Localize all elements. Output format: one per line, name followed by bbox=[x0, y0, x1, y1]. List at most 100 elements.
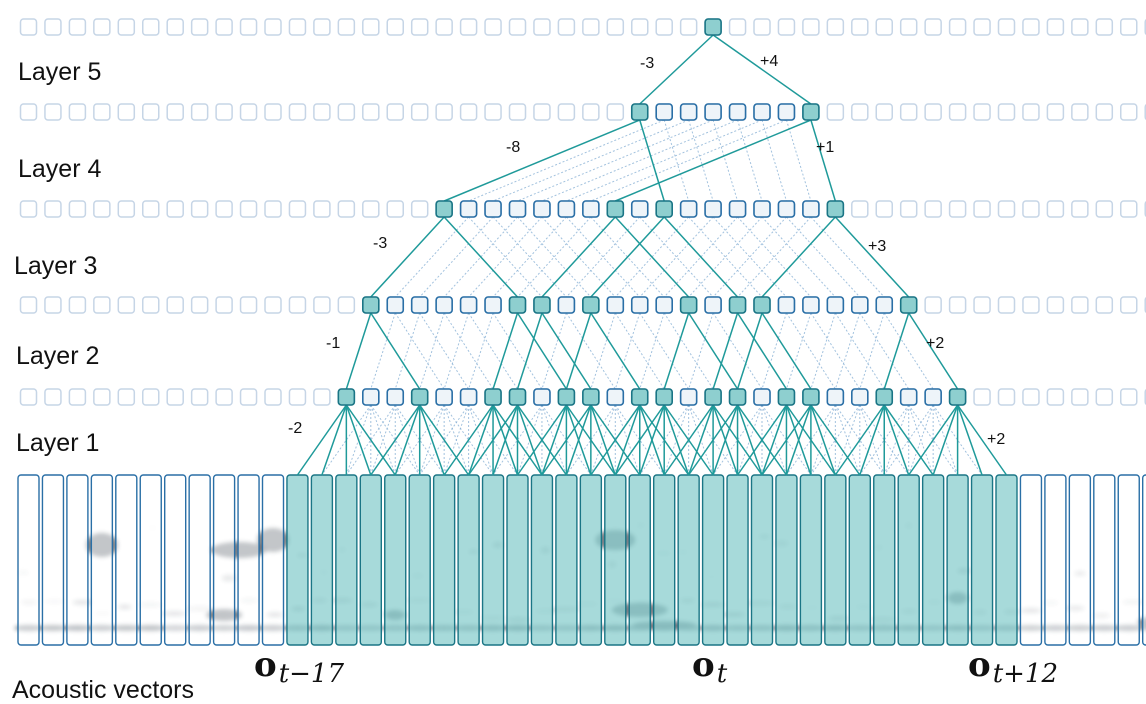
faint-node bbox=[827, 104, 843, 120]
active-edge bbox=[346, 313, 370, 389]
faint-node bbox=[143, 389, 159, 405]
inactive-node bbox=[681, 201, 697, 217]
active-node bbox=[412, 389, 428, 405]
inactive-node bbox=[558, 201, 574, 217]
active-edge bbox=[762, 405, 786, 475]
faint-node bbox=[974, 201, 990, 217]
faint-node bbox=[192, 389, 208, 405]
faint-node bbox=[94, 201, 110, 217]
acoustic-frame bbox=[849, 475, 870, 645]
active-edge bbox=[860, 405, 884, 475]
active-node bbox=[778, 389, 794, 405]
faint-node bbox=[21, 104, 37, 120]
inactive-node bbox=[852, 297, 868, 313]
acoustic-frame bbox=[629, 475, 650, 645]
faint-node bbox=[876, 19, 892, 35]
inactive-node bbox=[461, 201, 477, 217]
acoustic-frame bbox=[727, 475, 748, 645]
unused-edge bbox=[786, 313, 835, 389]
unused-edge bbox=[566, 313, 615, 389]
unused-edge bbox=[786, 120, 810, 201]
faint-node bbox=[143, 297, 159, 313]
faint-node bbox=[681, 19, 697, 35]
faint-node bbox=[118, 297, 134, 313]
acoustic-frame bbox=[165, 475, 186, 645]
active-edge bbox=[738, 313, 787, 389]
acoustic-frame bbox=[898, 475, 919, 645]
acoustic-frames bbox=[18, 475, 1146, 645]
inactive-node bbox=[803, 201, 819, 217]
acoustic-frame bbox=[1020, 475, 1041, 645]
active-edge bbox=[811, 405, 835, 475]
unused-edge bbox=[811, 217, 884, 297]
faint-node bbox=[265, 104, 281, 120]
unused-edge bbox=[615, 313, 639, 389]
faint-node bbox=[265, 201, 281, 217]
active-edge bbox=[664, 313, 688, 389]
faint-node bbox=[925, 297, 941, 313]
faint-node bbox=[901, 104, 917, 120]
faint-node bbox=[338, 104, 354, 120]
acoustic-frame bbox=[385, 475, 406, 645]
faint-node bbox=[387, 104, 403, 120]
active-node bbox=[510, 297, 526, 313]
acoustic-frame bbox=[947, 475, 968, 645]
acoustic-frame bbox=[1045, 475, 1066, 645]
faint-node bbox=[241, 19, 257, 35]
frame-label-t-minus-17: ot−17 bbox=[254, 645, 344, 689]
faint-node bbox=[534, 104, 550, 120]
faint-node bbox=[950, 297, 966, 313]
acoustic-frame bbox=[703, 475, 724, 645]
acoustic-frame bbox=[434, 475, 455, 645]
faint-node bbox=[216, 389, 232, 405]
faint-node bbox=[289, 19, 305, 35]
faint-node bbox=[363, 104, 379, 120]
layer-3-label: Layer 3 bbox=[14, 252, 97, 280]
active-edge bbox=[615, 405, 639, 475]
faint-node bbox=[1023, 19, 1039, 35]
inactive-node bbox=[705, 297, 721, 313]
faint-node bbox=[485, 104, 501, 120]
unused-edge bbox=[713, 313, 762, 389]
acoustic-frame bbox=[189, 475, 210, 645]
inactive-node bbox=[534, 389, 550, 405]
active-edge bbox=[371, 217, 444, 297]
acoustic-frame bbox=[776, 475, 797, 645]
unused-edge bbox=[395, 313, 419, 389]
faint-node bbox=[314, 19, 330, 35]
unused-edge bbox=[664, 313, 713, 389]
faint-node bbox=[1121, 297, 1137, 313]
faint-node bbox=[901, 19, 917, 35]
faint-node bbox=[167, 297, 183, 313]
faint-node bbox=[21, 19, 37, 35]
inactive-node bbox=[632, 297, 648, 313]
acoustic-frame bbox=[1094, 475, 1115, 645]
faint-node bbox=[803, 19, 819, 35]
active-node bbox=[607, 201, 623, 217]
faint-node bbox=[1047, 389, 1063, 405]
acoustic-frame bbox=[825, 475, 846, 645]
unused-edge bbox=[371, 313, 395, 389]
faint-node bbox=[1096, 19, 1112, 35]
unused-edge bbox=[615, 313, 664, 389]
unused-edge bbox=[469, 120, 665, 201]
faint-node bbox=[265, 297, 281, 313]
faint-node bbox=[461, 19, 477, 35]
faint-node bbox=[583, 19, 599, 35]
layer4-left-offset: -8 bbox=[506, 139, 520, 156]
active-node bbox=[730, 297, 746, 313]
faint-node bbox=[118, 201, 134, 217]
active-node bbox=[803, 389, 819, 405]
faint-node bbox=[925, 201, 941, 217]
unused-edge bbox=[640, 313, 664, 389]
faint-node bbox=[265, 389, 281, 405]
faint-node bbox=[69, 297, 85, 313]
active-edge bbox=[689, 313, 738, 389]
acoustic-vectors-label: Acoustic vectors bbox=[12, 676, 194, 704]
faint-node bbox=[118, 19, 134, 35]
faint-node bbox=[167, 201, 183, 217]
faint-node bbox=[45, 19, 61, 35]
inactive-node bbox=[730, 104, 746, 120]
faint-node bbox=[216, 297, 232, 313]
inactive-node bbox=[778, 201, 794, 217]
